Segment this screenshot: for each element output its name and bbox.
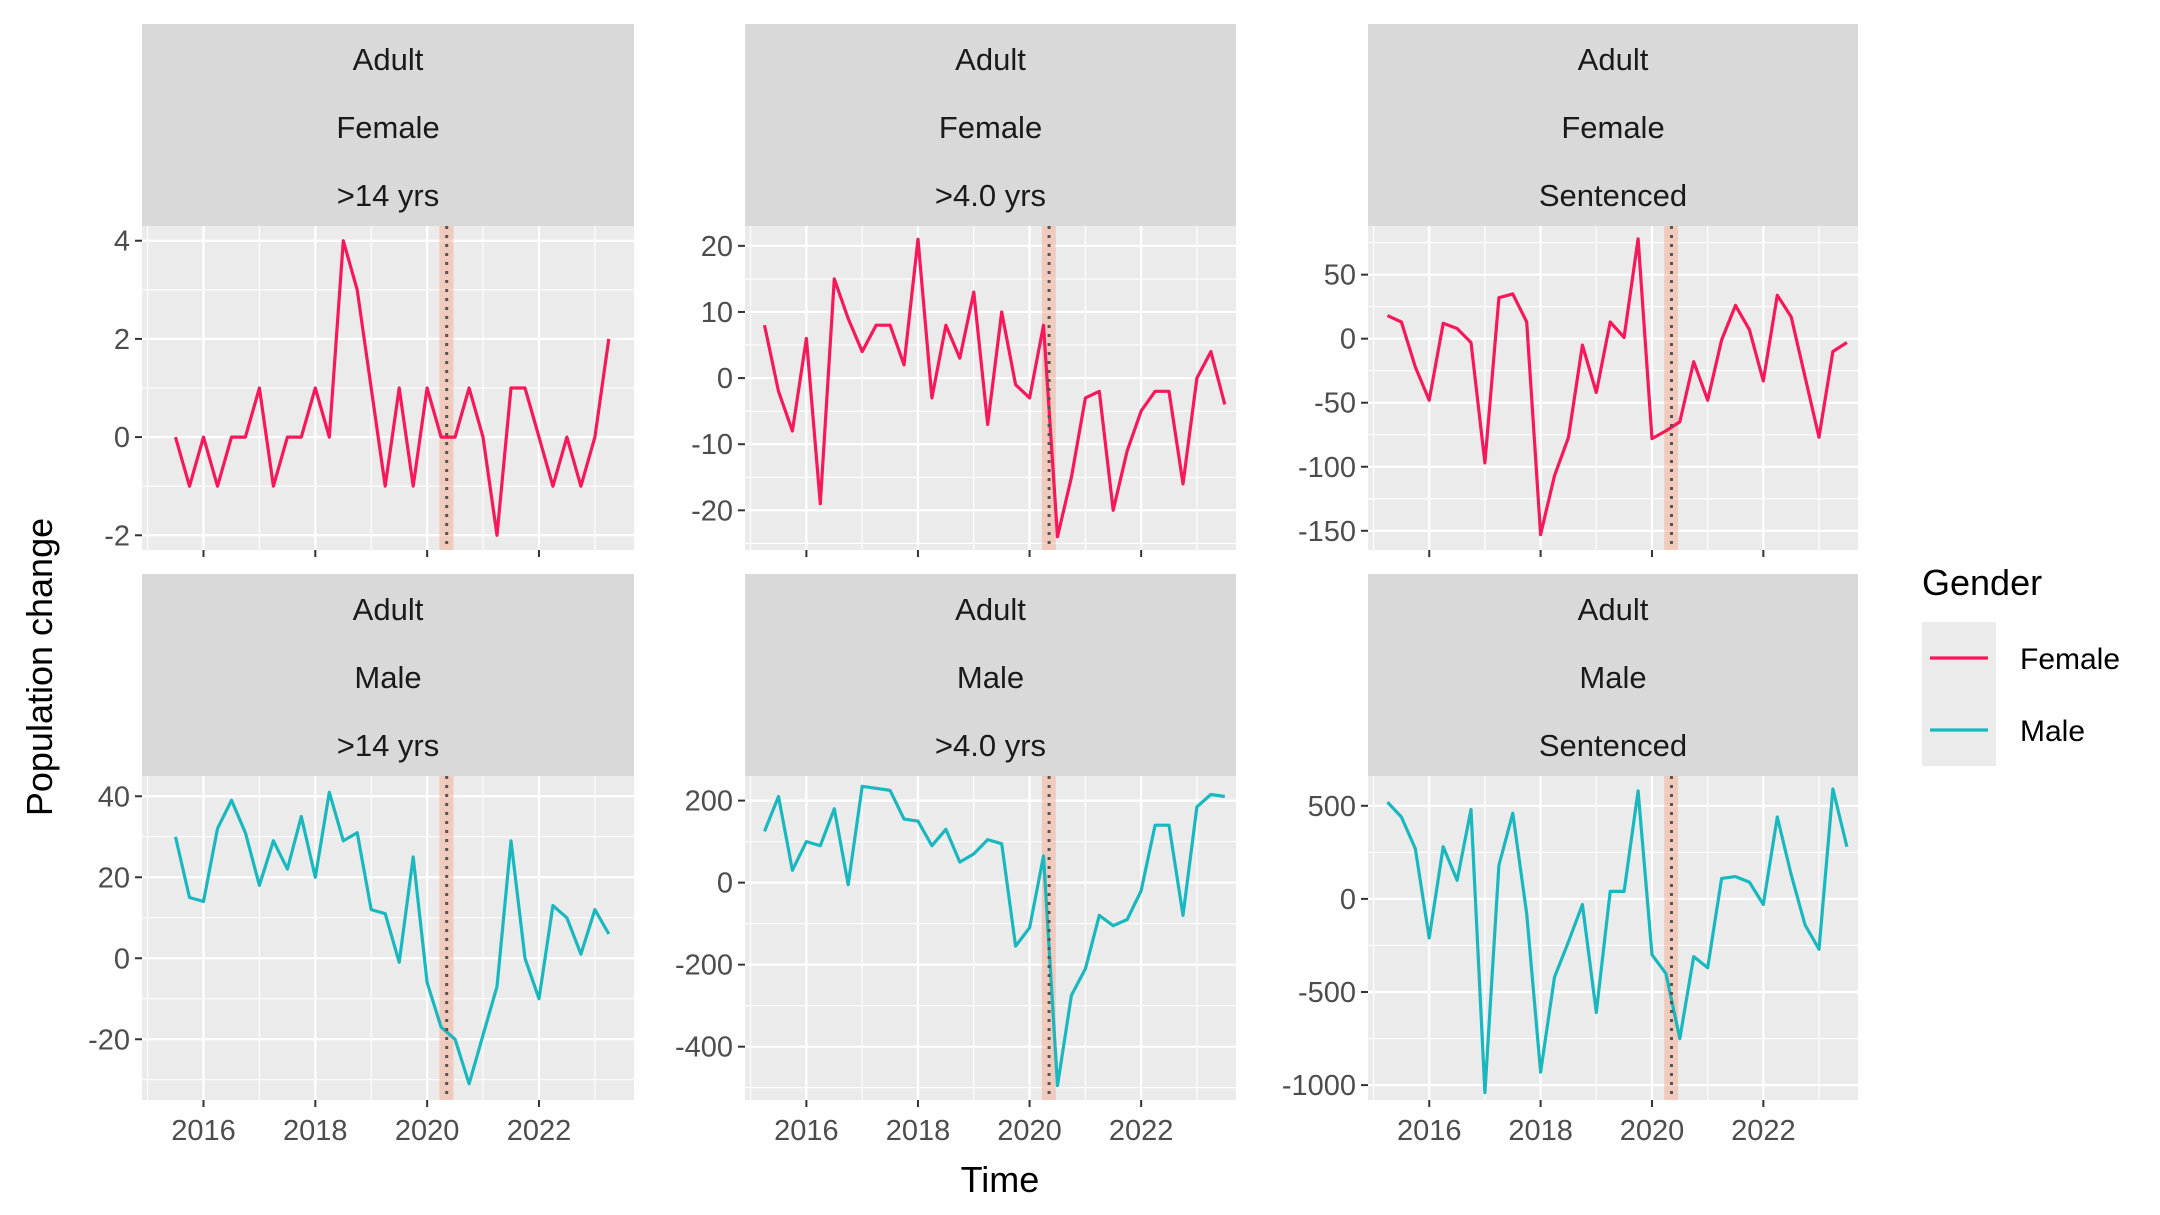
y-tick-label: 0 <box>717 363 733 395</box>
y-tick-label: 20 <box>701 231 733 263</box>
facet-strip-label: Female <box>336 110 439 145</box>
y-tick-label: 2 <box>114 324 130 356</box>
y-tick-label: -400 <box>675 1032 733 1064</box>
plot-panel <box>1368 776 1858 1100</box>
y-tick-label: -200 <box>675 950 733 982</box>
x-tick-label: 2018 <box>283 1115 348 1147</box>
y-tick-label: -2 <box>104 520 130 552</box>
y-tick-label: 500 <box>1308 791 1356 823</box>
series-line-female <box>1386 237 1848 537</box>
facet-panel-2: Adult Female >4.0 yrs -20 -10 0 10 20 <box>691 24 1236 557</box>
facet-strip-label: Male <box>354 660 421 695</box>
series-line-male <box>1386 787 1849 1095</box>
facet-strip-label: Adult <box>1578 42 1649 77</box>
y-tick-label: 0 <box>717 868 733 900</box>
y-tick-label: -100 <box>1298 452 1356 484</box>
facet-strip-label: Female <box>939 110 1042 145</box>
plot-panel <box>142 776 634 1100</box>
series-line-female <box>173 239 611 537</box>
y-tick-label: -10 <box>691 429 733 461</box>
series-line-female <box>762 237 1227 539</box>
facet-strip-label: Adult <box>1578 592 1649 627</box>
facet-panel-1: Adult Female >14 yrs -2 0 2 4 <box>104 24 634 557</box>
x-tick-label: 2020 <box>1620 1115 1685 1147</box>
y-tick-label: 40 <box>98 781 130 813</box>
x-tick-label: 2016 <box>774 1115 839 1147</box>
y-tick-label: -20 <box>691 495 733 527</box>
y-tick-label: -1000 <box>1282 1070 1356 1102</box>
x-tick-label: 2018 <box>886 1115 951 1147</box>
facet-strip-label: >4.0 yrs <box>935 728 1046 763</box>
legend-title: Gender <box>1922 562 2042 603</box>
facet-strip <box>142 574 634 776</box>
facet-panel-3: Adult Female Sentenced -150 -100 -50 0 50 <box>1298 24 1858 557</box>
x-tick-label: 2022 <box>507 1115 572 1147</box>
facet-strip-label: Adult <box>955 42 1026 77</box>
facet-strip-label: Female <box>1561 110 1664 145</box>
facet-panel-4: Adult Male >14 yrs -20 0 20 40 2016 2018 2020 2022 <box>88 574 634 1147</box>
x-tick-label: 2020 <box>395 1115 460 1147</box>
facet-strip-label: Sentenced <box>1539 728 1687 763</box>
facet-strip-label: >14 yrs <box>337 178 440 213</box>
facet-panel-5: Adult Male >4.0 yrs -400 -200 0 200 2016 2018 202… <box>675 574 1236 1147</box>
y-tick-label: 4 <box>114 226 130 258</box>
facet-strip-label: >4.0 yrs <box>935 178 1046 213</box>
facet-strip <box>142 24 634 226</box>
facet-strip <box>745 574 1236 776</box>
facet-panel-6: Adult Male Sentenced -1000 -500 0 500 2016 2018 2… <box>1282 574 1858 1147</box>
facet-strip <box>1368 574 1858 776</box>
facet-strip-label: Sentenced <box>1539 178 1687 213</box>
plot-panel <box>1368 226 1858 550</box>
facet-strip <box>1368 24 1858 226</box>
legend-label-female: Female <box>2020 643 2120 676</box>
y-tick-label: 50 <box>1324 260 1356 292</box>
x-tick-label: 2020 <box>997 1115 1062 1147</box>
y-tick-label: -50 <box>1314 388 1356 420</box>
y-axis-title: Population change <box>19 518 60 816</box>
legend-label-male: Male <box>2020 715 2085 748</box>
facet-strip-label: Adult <box>353 42 424 77</box>
y-tick-label: -150 <box>1298 516 1356 548</box>
x-tick-label: 2018 <box>1508 1115 1573 1147</box>
y-tick-label: 200 <box>685 786 733 818</box>
y-tick-label: -20 <box>88 1024 130 1056</box>
y-tick-label: 10 <box>701 297 733 329</box>
facet-strip-label: Male <box>1579 660 1646 695</box>
series-line-male <box>173 790 611 1086</box>
facet-strip-label: Adult <box>955 592 1026 627</box>
legend: Gender Female Male <box>1922 562 2120 766</box>
facet-strip-label: Adult <box>353 592 424 627</box>
x-tick-label: 2022 <box>1109 1115 1174 1147</box>
x-axis-title: Time <box>961 1159 1040 1200</box>
x-tick-label: 2016 <box>171 1115 236 1147</box>
y-tick-label: 0 <box>114 943 130 975</box>
facet-strip-label: >14 yrs <box>337 728 440 763</box>
facet-strip <box>745 24 1236 226</box>
x-tick-label: 2016 <box>1397 1115 1462 1147</box>
y-tick-label: 0 <box>114 422 130 454</box>
y-tick-label: 0 <box>1340 884 1356 916</box>
facet-strip-label: Male <box>957 660 1024 695</box>
series-line-male <box>763 784 1226 1088</box>
y-tick-label: 20 <box>98 862 130 894</box>
x-tick-label: 2022 <box>1731 1115 1796 1147</box>
y-tick-label: -500 <box>1298 977 1356 1009</box>
y-tick-label: 0 <box>1340 324 1356 356</box>
